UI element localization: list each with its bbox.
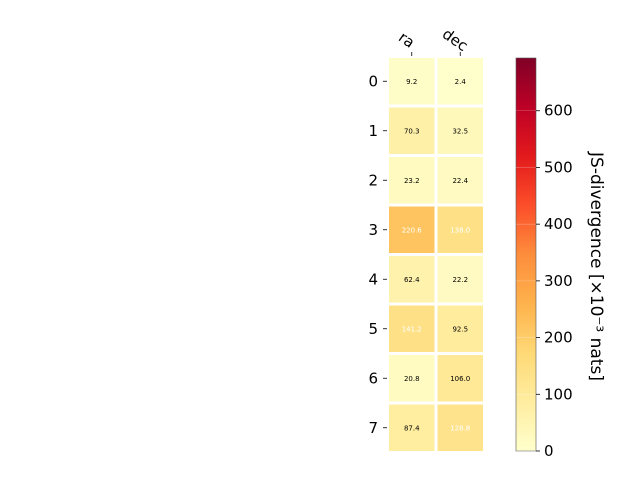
row-label-5: 5 [368, 320, 378, 338]
column-label-ra: ra [395, 28, 418, 52]
colorbar-tick-label: 300 [544, 272, 573, 290]
cell-value-label: 138.0 [450, 226, 470, 234]
cell-value-label: 32.5 [452, 127, 468, 135]
colorbar-tick-label: 400 [544, 215, 573, 233]
heatmap-cell [389, 305, 435, 352]
heatmap-cell [389, 206, 435, 253]
row-label-1: 1 [368, 122, 378, 140]
heatmap-cell [389, 404, 435, 451]
colorbar-gradient [515, 57, 537, 452]
colorbar: 0 100 200 300 400 500 600 JS-divergence [×10⁻³ … [515, 57, 606, 460]
heatmap-cell [389, 355, 435, 402]
cell-value-label: 23.2 [404, 177, 420, 185]
row-label-3: 3 [368, 221, 378, 239]
cell-value-label: 220.6 [402, 226, 423, 234]
colorbar-tick-label: 0 [544, 442, 554, 460]
cell-value-label: 87.4 [404, 424, 420, 432]
cell-value-label: 22.4 [452, 177, 468, 185]
heatmap-grid: ra dec 0 9.2 2.4 1 70.3 32.5 2 23.2 22.4 3 220.6 138.… [368, 25, 483, 451]
row-label-6: 6 [368, 369, 378, 387]
heatmap-cell [389, 256, 435, 303]
heatmap-cell [437, 404, 483, 451]
cell-value-label: 128.8 [450, 424, 470, 432]
cell-value-label: 2.4 [455, 78, 467, 86]
row-label-4: 4 [368, 270, 378, 288]
colorbar-tick-label: 200 [544, 329, 573, 347]
heatmap-cell [437, 107, 483, 154]
colorbar-label: JS-divergence [×10⁻³ nats] [586, 151, 606, 381]
cell-value-label: 22.2 [452, 276, 468, 284]
colorbar-tick-label: 600 [544, 102, 573, 120]
heatmap-cell [437, 206, 483, 253]
heatmap-cell [389, 157, 435, 204]
cell-value-label: 20.8 [404, 375, 420, 383]
cell-value-label: 62.4 [404, 276, 420, 284]
cell-value-label: 106.0 [450, 375, 470, 383]
colorbar-tick-label: 500 [544, 158, 573, 176]
row-label-2: 2 [368, 171, 378, 189]
row-label-0: 0 [368, 72, 378, 90]
heatmap-cell [437, 305, 483, 352]
cell-value-label: 92.5 [452, 325, 468, 333]
heatmap-cell [437, 157, 483, 204]
colorbar-tick-label: 100 [544, 385, 573, 403]
heatmap-cell [389, 107, 435, 154]
row-label-7: 7 [368, 419, 378, 437]
heatmap-cell [437, 256, 483, 303]
cell-value-label: 141.2 [402, 325, 422, 333]
heatmap-cell [437, 355, 483, 402]
cell-value-label: 9.2 [406, 78, 417, 86]
heatmap-cell [437, 58, 483, 105]
heatmap-cell [389, 58, 435, 105]
column-label-dec: dec [439, 25, 471, 55]
cell-value-label: 70.3 [404, 127, 420, 135]
